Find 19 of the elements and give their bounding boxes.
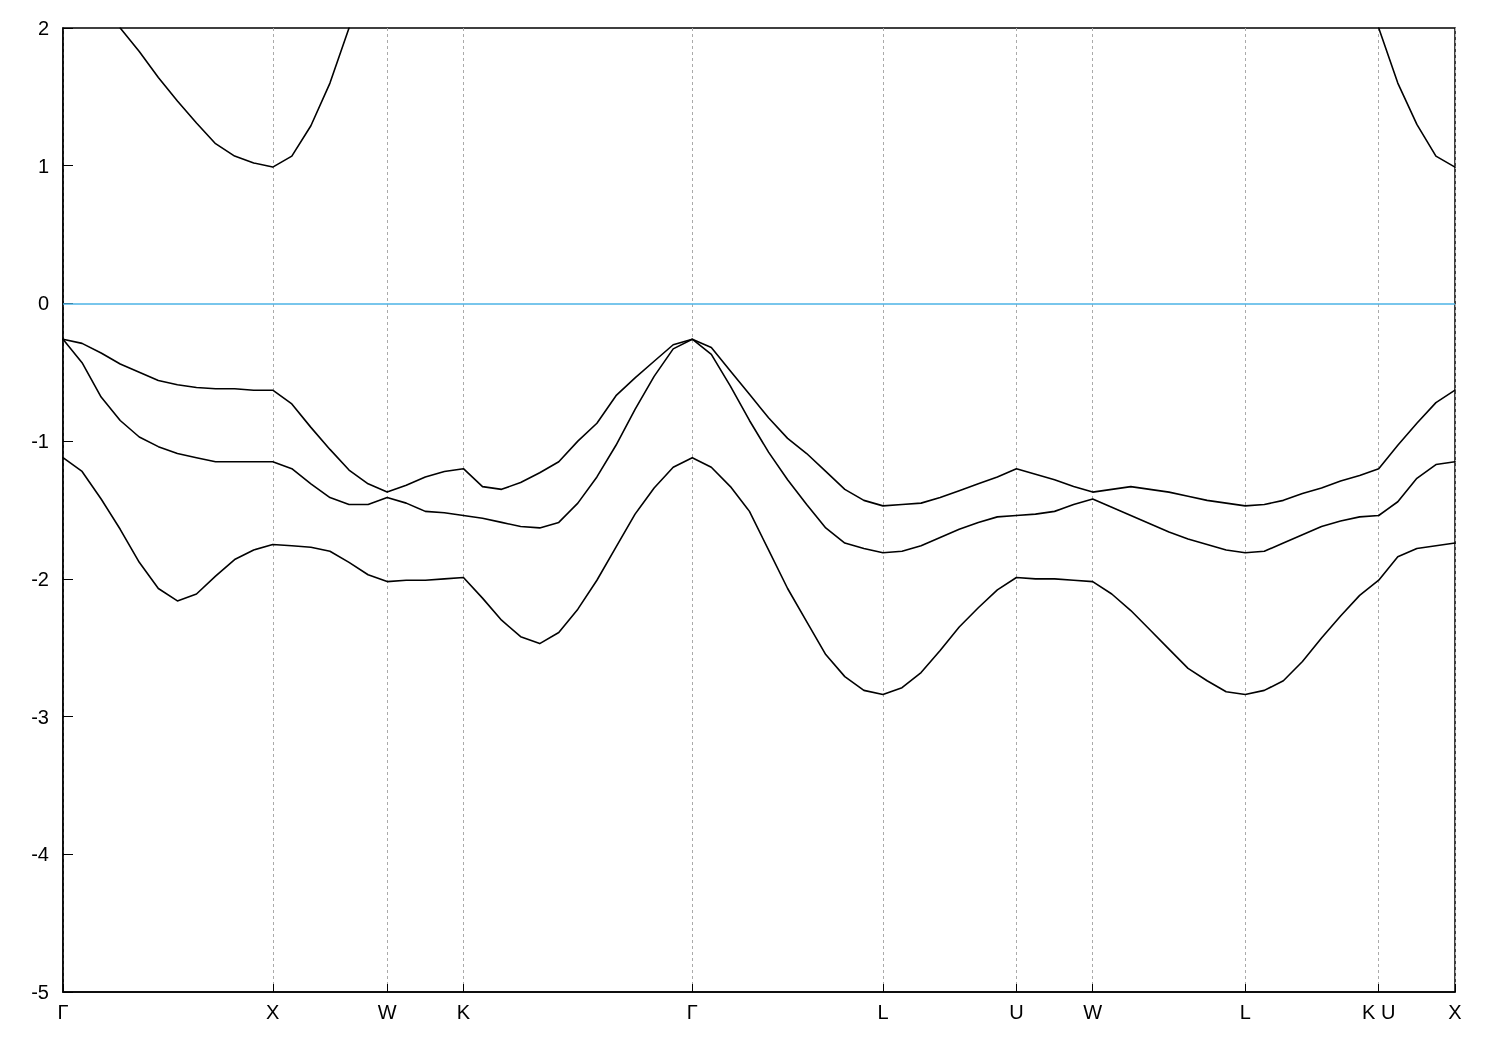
y-tick-label: 0 bbox=[37, 292, 49, 315]
x-tick-label: Γ bbox=[57, 1001, 69, 1023]
y-tick-label: 1 bbox=[37, 154, 49, 177]
x-tick-label: W bbox=[377, 1001, 397, 1023]
x-tick-label: L bbox=[1239, 1001, 1251, 1023]
x-tick-label: X bbox=[266, 1001, 280, 1023]
y-tick-label: -1 bbox=[31, 430, 49, 453]
y-tick-label: 2 bbox=[37, 17, 49, 39]
y-tick-label: -3 bbox=[31, 705, 49, 728]
x-tick-label: W bbox=[1083, 1001, 1103, 1023]
x-tick-label: L bbox=[877, 1001, 889, 1023]
x-tick-label: K bbox=[456, 1001, 471, 1023]
x-tick-label: X bbox=[1448, 1001, 1462, 1023]
y-tick-label: -5 bbox=[31, 981, 49, 1003]
y-tick-label: -4 bbox=[31, 843, 49, 866]
y-tick-label: -2 bbox=[31, 567, 49, 590]
x-tick-label: U bbox=[1009, 1001, 1024, 1023]
x-tick-label: K U bbox=[1362, 1001, 1396, 1023]
x-tick-label: Γ bbox=[686, 1001, 698, 1023]
